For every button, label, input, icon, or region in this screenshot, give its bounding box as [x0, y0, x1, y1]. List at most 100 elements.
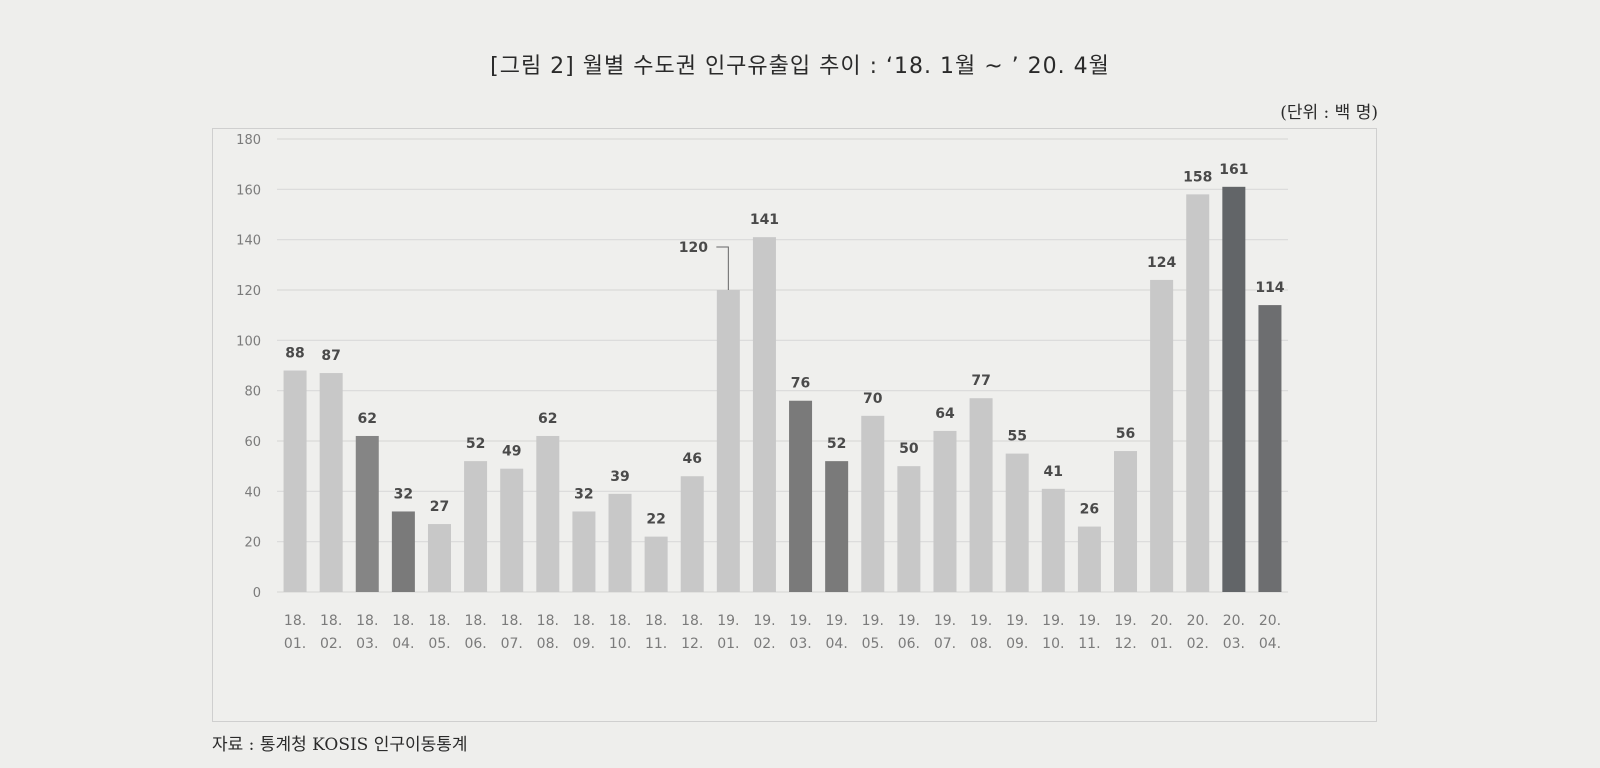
- x-tick-label: 18.: [501, 613, 523, 629]
- data-label: 158: [1183, 169, 1212, 185]
- x-tick-label: 06.: [898, 636, 920, 652]
- data-label: 124: [1147, 255, 1176, 271]
- x-tick-label: 02.: [320, 636, 342, 652]
- data-label: 64: [935, 406, 955, 422]
- x-tick-label: 20.: [1150, 613, 1172, 629]
- data-label: 62: [358, 411, 377, 427]
- x-axis-ticks: 18. 01. 18. 02. 18. 03. 18. 04. 18. 05. 18. 06. 18. 0…: [284, 613, 1281, 652]
- x-tick-label: 19.: [1042, 613, 1064, 629]
- bar: [1005, 453, 1029, 592]
- x-tick-label: 18.: [609, 613, 631, 629]
- x-tick-label: 20.: [1259, 613, 1281, 629]
- y-axis-ticks: 0 20 40 60 80 100 120 140 160 180: [236, 133, 261, 601]
- x-tick-label: 10.: [609, 636, 631, 652]
- data-label: 22: [646, 512, 665, 528]
- bar: [969, 398, 993, 592]
- data-label: 27: [430, 499, 449, 515]
- data-label: 77: [971, 373, 990, 389]
- data-label: 26: [1080, 502, 1099, 518]
- x-tick-label: 18.: [681, 613, 703, 629]
- bar: [1150, 279, 1174, 592]
- bar-chart: 0 20 40 60 80 100 120 140 160 180 88 87 62 32 27 52 49 6…: [236, 133, 1288, 652]
- x-tick-label: 18.: [573, 613, 595, 629]
- unit-label: (단위 : 백 명): [1280, 103, 1378, 123]
- data-label: 141: [750, 212, 779, 228]
- bar: [319, 373, 343, 592]
- x-tick-label: 18.: [428, 613, 450, 629]
- x-tick-label: 18.: [284, 613, 306, 629]
- x-tick-label: 02.: [753, 636, 775, 652]
- x-tick-label: 18.: [392, 613, 414, 629]
- x-tick-label: 18.: [464, 613, 486, 629]
- data-label: 50: [899, 441, 919, 457]
- x-tick-label: 03.: [1223, 636, 1245, 652]
- x-tick-label: 18.: [645, 613, 667, 629]
- source-note: 자료 : 통계청 KOSIS 인구이동통계: [212, 735, 468, 755]
- data-label: 88: [285, 346, 304, 362]
- data-label: 49: [502, 444, 521, 460]
- data-label: 46: [682, 451, 701, 467]
- x-tick-label: 07.: [501, 636, 523, 652]
- x-tick-label: 04.: [826, 636, 848, 652]
- x-tick-label: 20.: [1223, 613, 1245, 629]
- x-tick-label: 18.: [320, 613, 342, 629]
- x-tick-label: 19.: [789, 613, 811, 629]
- bar: [536, 435, 560, 592]
- data-label: 32: [574, 486, 593, 502]
- data-label: 56: [1116, 426, 1135, 442]
- x-tick-label: 18.: [356, 613, 378, 629]
- bar: [1041, 488, 1065, 592]
- y-tick-label: 0: [253, 586, 261, 601]
- bar: [1186, 194, 1210, 592]
- data-label: 39: [610, 469, 629, 485]
- x-tick-label: 03.: [356, 636, 378, 652]
- bar: [680, 476, 704, 592]
- bar: [608, 493, 632, 592]
- x-tick-label: 09.: [1006, 636, 1028, 652]
- x-tick-label: 01.: [1150, 636, 1172, 652]
- bar: [1077, 526, 1101, 592]
- y-tick-label: 160: [236, 183, 261, 198]
- x-tick-label: 10.: [1042, 636, 1064, 652]
- x-tick-label: 19.: [1078, 613, 1100, 629]
- data-label: 70: [863, 391, 883, 407]
- x-tick-label: 19.: [934, 613, 956, 629]
- bar: [500, 468, 524, 592]
- x-tick-label: 12.: [681, 636, 703, 652]
- y-tick-label: 100: [236, 334, 261, 349]
- bar: [572, 511, 596, 592]
- data-label: 161: [1219, 162, 1248, 178]
- y-tick-label: 120: [236, 284, 261, 299]
- y-tick-label: 40: [244, 485, 261, 500]
- data-label: 114: [1255, 280, 1284, 296]
- data-labels: 88 87 62 32 27 52 49 62 32 39 22 46 120 141 76 52 70 50 64…: [285, 162, 1285, 528]
- bar: [1258, 305, 1282, 592]
- x-tick-label: 05.: [428, 636, 450, 652]
- data-label: 55: [1007, 429, 1026, 445]
- data-label: 52: [466, 436, 485, 452]
- bar: [825, 461, 849, 592]
- x-tick-label: 08.: [970, 636, 992, 652]
- x-tick-label: 05.: [862, 636, 884, 652]
- x-tick-label: 12.: [1114, 636, 1136, 652]
- x-tick-label: 02.: [1187, 636, 1209, 652]
- bar: [464, 461, 488, 592]
- x-tick-label: 01.: [717, 636, 739, 652]
- bar: [897, 466, 921, 592]
- y-tick-label: 80: [244, 385, 261, 400]
- x-tick-label: 19.: [717, 613, 739, 629]
- x-tick-label: 04.: [392, 636, 414, 652]
- bar: [861, 415, 885, 592]
- y-tick-label: 140: [236, 234, 261, 249]
- x-tick-label: 19.: [1006, 613, 1028, 629]
- data-label: 62: [538, 411, 557, 427]
- bar: [716, 290, 740, 592]
- bar: [752, 237, 776, 592]
- y-tick-label: 20: [244, 536, 261, 551]
- data-label: 76: [791, 376, 810, 392]
- bar: [355, 435, 379, 592]
- y-tick-label: 180: [236, 133, 261, 148]
- bar: [427, 524, 451, 592]
- x-tick-label: 06.: [464, 636, 486, 652]
- x-tick-label: 01.: [284, 636, 306, 652]
